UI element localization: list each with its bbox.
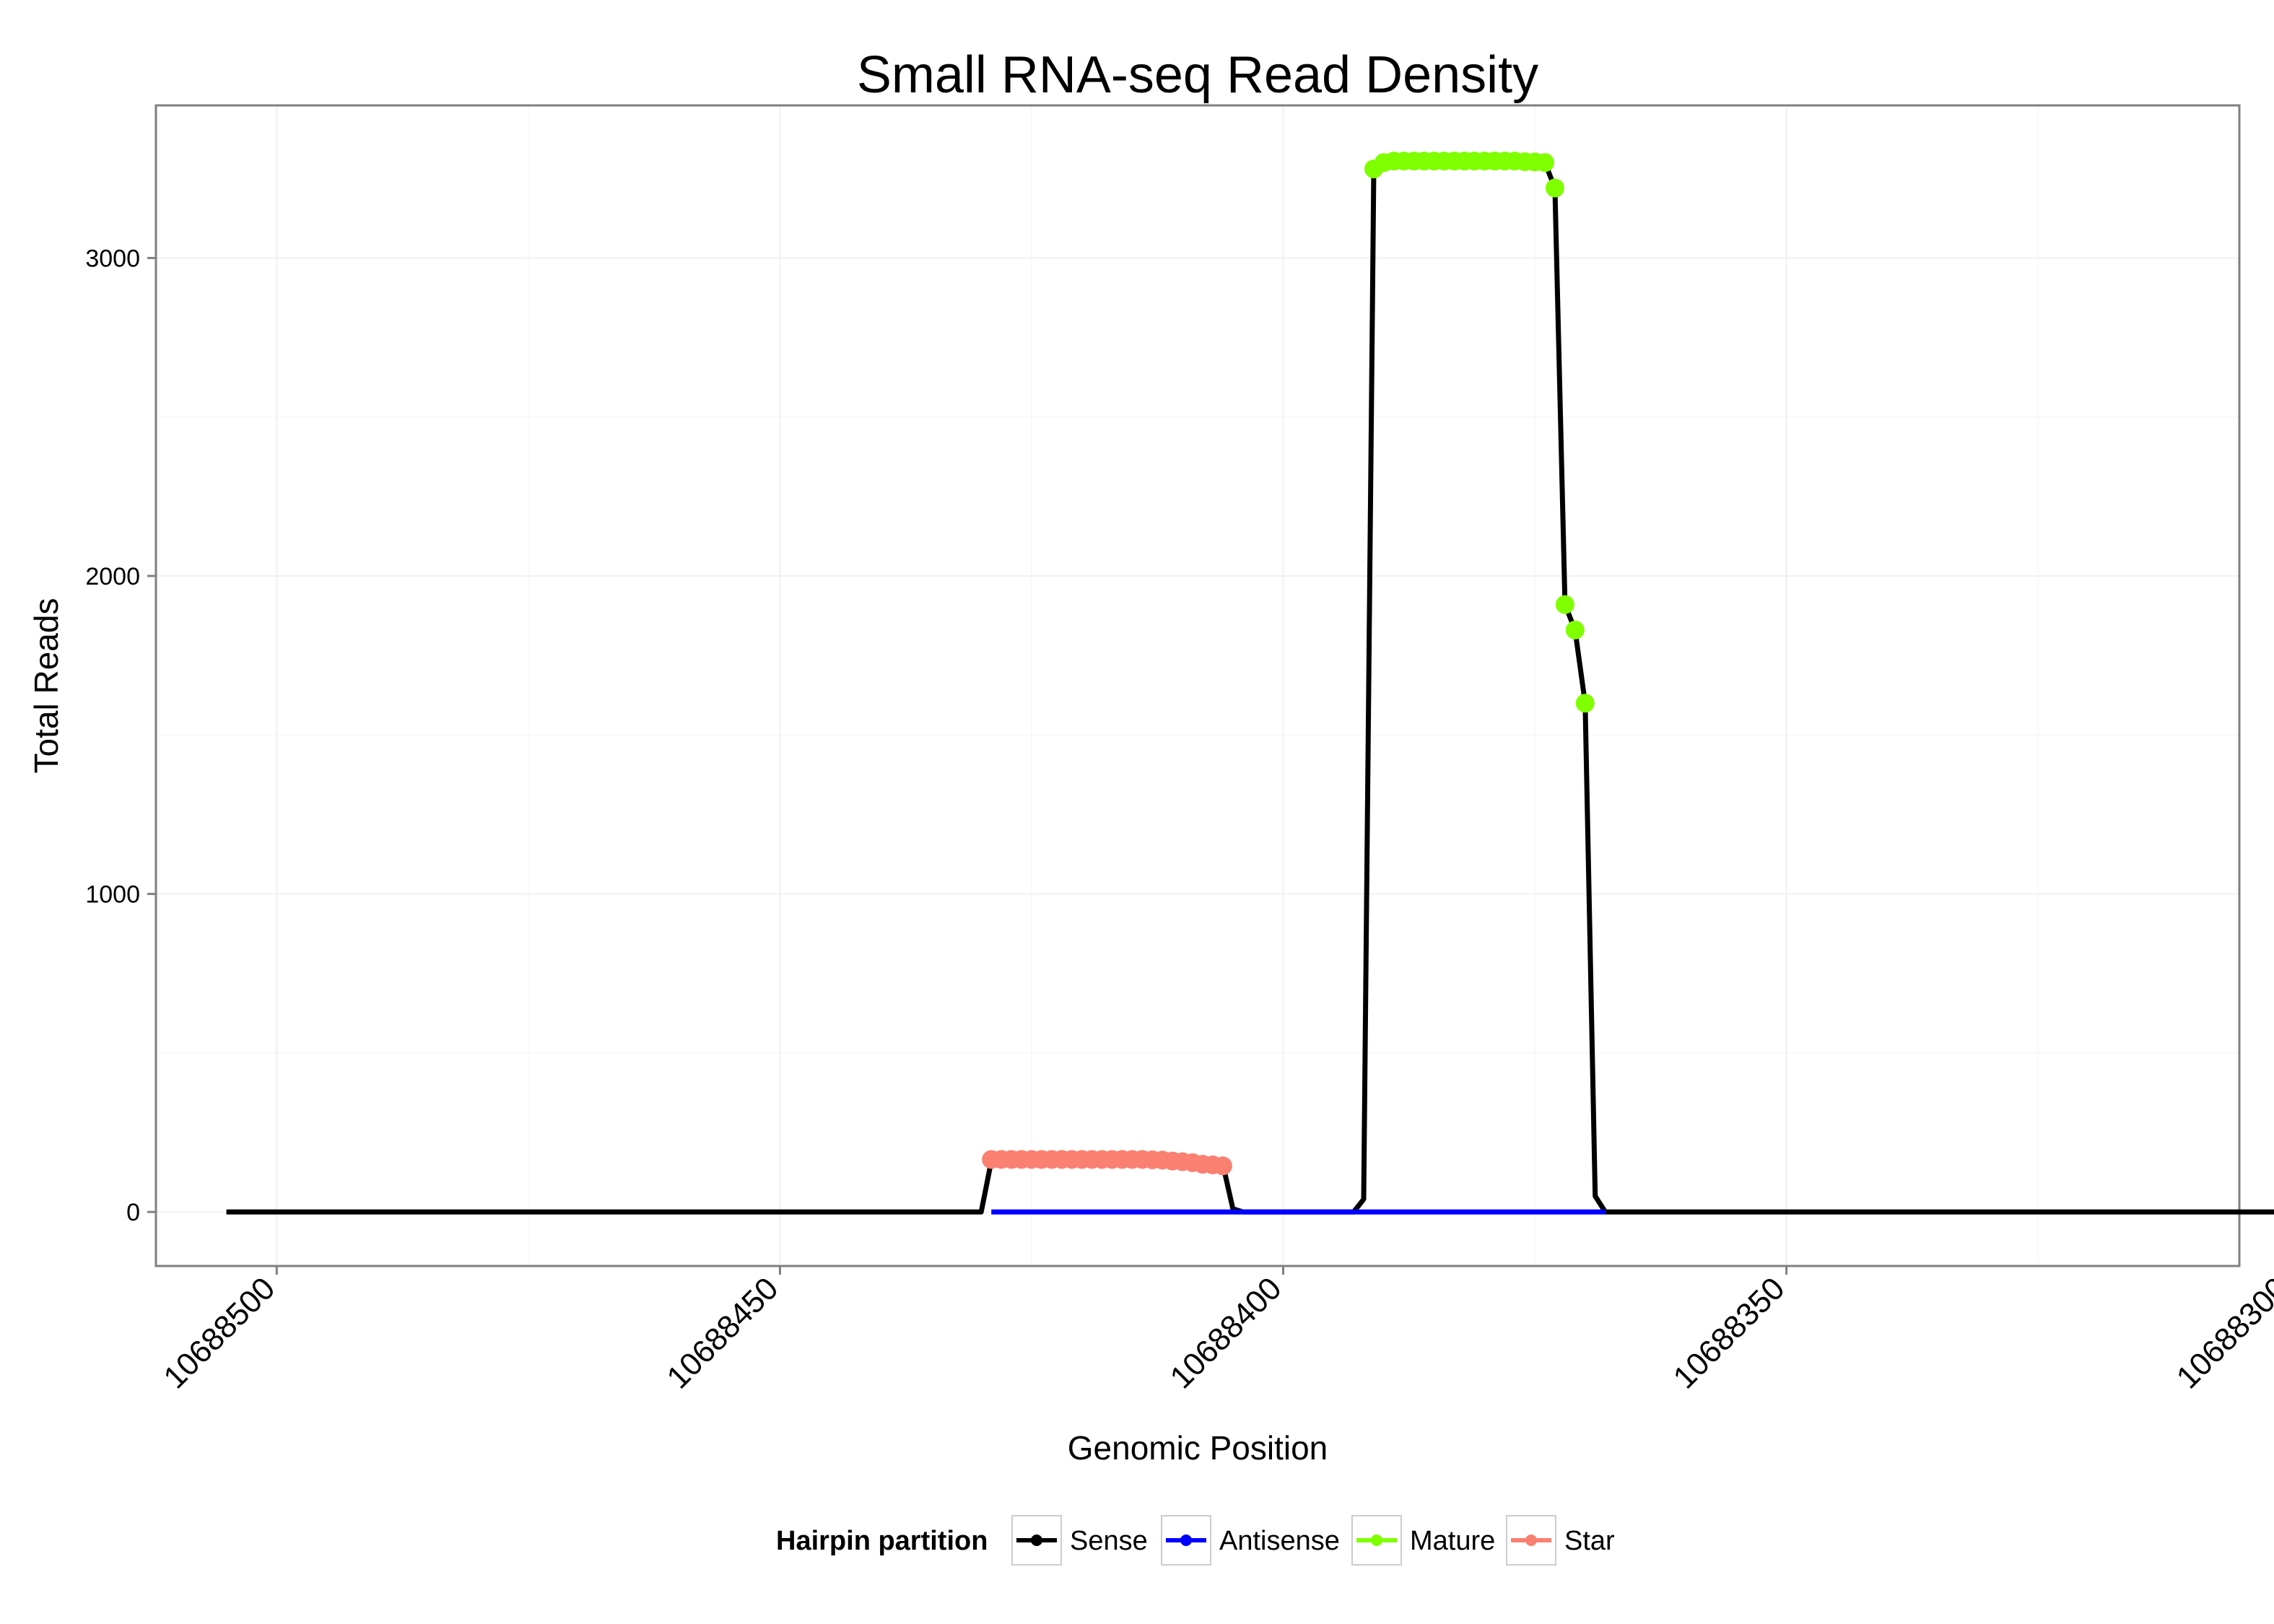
data-point-mature bbox=[1565, 620, 1585, 639]
y-tick-label: 2000 bbox=[85, 563, 140, 590]
y-tick-label: 3000 bbox=[85, 245, 140, 272]
data-point-mature bbox=[1555, 595, 1574, 614]
chart-title: Small RNA-seq Read Density bbox=[857, 46, 1538, 104]
legend-label-star: Star bbox=[1564, 1526, 1615, 1556]
legend-label-sense: Sense bbox=[1070, 1526, 1148, 1556]
legend-label-mature: Mature bbox=[1410, 1526, 1495, 1556]
legend: Hairpin partition Sense Antisense Mature Sta… bbox=[776, 1515, 1615, 1566]
legend-key-point bbox=[1371, 1534, 1382, 1546]
y-tick-label: 1000 bbox=[85, 881, 140, 909]
y-tick-label: 0 bbox=[126, 1199, 140, 1226]
legend-key-point bbox=[1525, 1534, 1537, 1546]
data-point-mature bbox=[1545, 178, 1564, 198]
legend-key-point bbox=[1180, 1534, 1192, 1546]
y-axis-label: Total Reads bbox=[27, 598, 65, 774]
y-axis: 0 1000 2000 3000 bbox=[85, 245, 156, 1226]
data-point-mature bbox=[1535, 153, 1554, 173]
data-point-star bbox=[1213, 1156, 1232, 1176]
legend-title: Hairpin partition bbox=[776, 1526, 988, 1556]
legend-key-point bbox=[1031, 1534, 1042, 1546]
x-axis-label: Genomic Position bbox=[1068, 1429, 1328, 1467]
plot-panel bbox=[154, 104, 2241, 1267]
series-points bbox=[982, 152, 1595, 1176]
legend-label-antisense: Antisense bbox=[1219, 1526, 1340, 1556]
grid-lines bbox=[156, 105, 2239, 1266]
data-point-mature bbox=[1575, 694, 1595, 713]
